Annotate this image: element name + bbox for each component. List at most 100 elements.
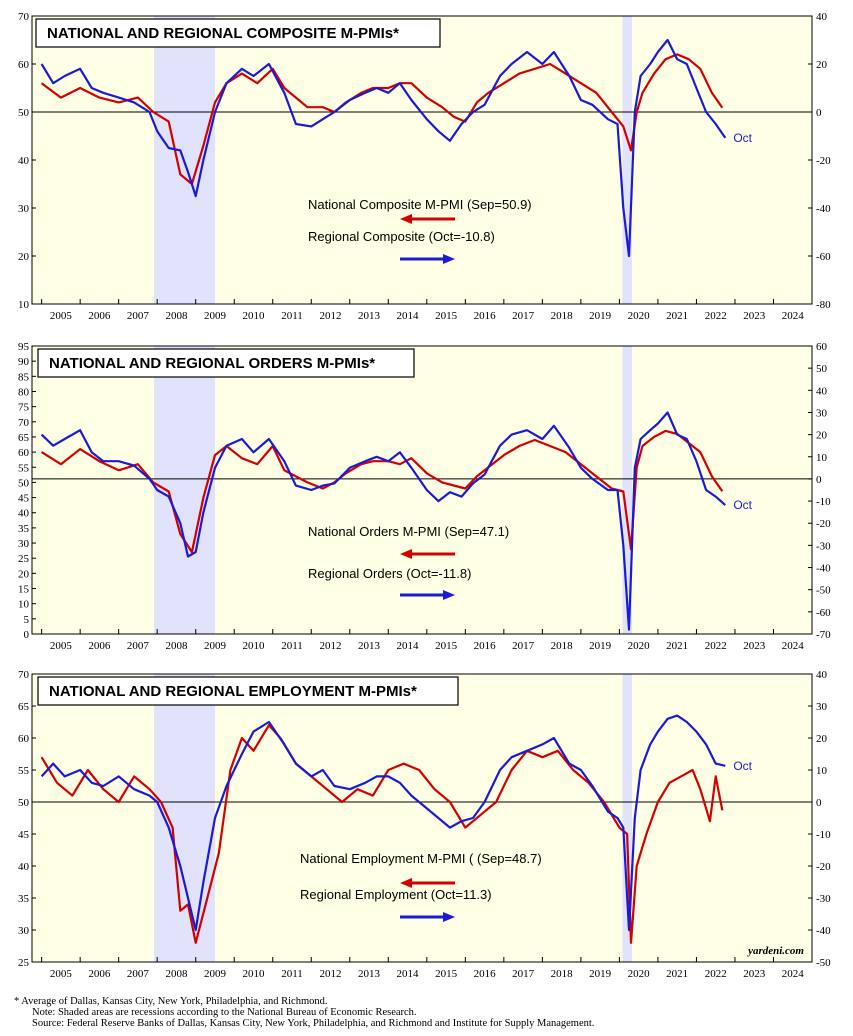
year-label-2016: 2016 bbox=[474, 640, 497, 652]
year-label-2017: 2017 bbox=[512, 310, 535, 322]
year-label-2017: 2017 bbox=[512, 640, 535, 652]
year-label-2012: 2012 bbox=[320, 968, 342, 980]
left-tick-label: 65 bbox=[18, 701, 30, 713]
right-tick-label: -30 bbox=[816, 893, 831, 905]
year-label-2005: 2005 bbox=[50, 640, 73, 652]
year-label-2008: 2008 bbox=[165, 310, 188, 322]
left-tick-label: 25 bbox=[18, 553, 30, 565]
chart-title: NATIONAL AND REGIONAL EMPLOYMENT M-PMIs* bbox=[49, 683, 417, 700]
year-label-2007: 2007 bbox=[127, 640, 150, 652]
plot-frame bbox=[31, 673, 813, 963]
right-tick-label: -50 bbox=[816, 585, 831, 597]
year-label-2009: 2009 bbox=[204, 640, 227, 652]
left-tick-label: 95 bbox=[18, 341, 30, 353]
end-label-oct: Oct bbox=[733, 131, 752, 145]
year-label-2011: 2011 bbox=[281, 310, 303, 322]
year-label-2024: 2024 bbox=[782, 640, 805, 652]
right-tick-label: 0 bbox=[816, 107, 822, 119]
year-label-2014: 2014 bbox=[397, 310, 420, 322]
chart-title: NATIONAL AND REGIONAL ORDERS M-PMIs* bbox=[49, 355, 375, 372]
right-tick-label: -70 bbox=[816, 629, 831, 641]
left-tick-label: 45 bbox=[18, 493, 30, 505]
year-label-2021: 2021 bbox=[666, 968, 688, 980]
legend-regional-label: Regional Orders (Oct=-11.8) bbox=[308, 566, 471, 581]
year-label-2023: 2023 bbox=[743, 968, 766, 980]
year-label-2023: 2023 bbox=[743, 310, 766, 322]
year-label-2019: 2019 bbox=[589, 640, 612, 652]
end-label-oct: Oct bbox=[733, 498, 752, 512]
year-label-2010: 2010 bbox=[242, 310, 265, 322]
right-tick-label: -30 bbox=[816, 540, 831, 552]
right-tick-label: -60 bbox=[816, 251, 831, 263]
left-tick-label: 55 bbox=[18, 462, 30, 474]
year-label-2022: 2022 bbox=[705, 640, 727, 652]
title-box bbox=[35, 18, 441, 48]
year-label-2019: 2019 bbox=[589, 310, 612, 322]
right-tick-label: 40 bbox=[816, 385, 828, 397]
year-label-2014: 2014 bbox=[397, 640, 420, 652]
year-label-2018: 2018 bbox=[551, 968, 574, 980]
recession-band-2 bbox=[622, 16, 633, 304]
plot-frame bbox=[31, 345, 813, 635]
right-tick-label: -50 bbox=[816, 957, 831, 969]
year-label-2005: 2005 bbox=[50, 310, 73, 322]
left-tick-label: 50 bbox=[18, 477, 30, 489]
year-label-2013: 2013 bbox=[358, 640, 381, 652]
year-label-2024: 2024 bbox=[782, 968, 805, 980]
left-tick-label: 10 bbox=[18, 599, 30, 611]
left-tick-label: 60 bbox=[18, 733, 30, 745]
year-label-2007: 2007 bbox=[127, 310, 150, 322]
left-tick-label: 75 bbox=[18, 402, 30, 414]
right-tick-label: 10 bbox=[816, 452, 828, 464]
year-label-2024: 2024 bbox=[782, 310, 805, 322]
chart-panel-1: 10 20 30 40 50 60 70 -80 -60 -40 -20 0 20 40 2005 2006 2… bbox=[18, 11, 831, 322]
plot-area bbox=[32, 16, 812, 304]
year-label-2006: 2006 bbox=[88, 310, 111, 322]
year-label-2010: 2010 bbox=[242, 640, 265, 652]
right-tick-label: 30 bbox=[816, 701, 828, 713]
right-tick-label: 20 bbox=[816, 733, 828, 745]
end-label-oct: Oct bbox=[733, 759, 752, 773]
recession-band-2 bbox=[622, 346, 633, 634]
left-tick-label: 15 bbox=[18, 584, 30, 596]
footnote-3: Source: Federal Reserve Banks of Dallas,… bbox=[32, 1018, 595, 1029]
regional-series-line bbox=[40, 714, 726, 932]
left-tick-label: 30 bbox=[18, 925, 30, 937]
left-tick-label: 70 bbox=[18, 669, 30, 681]
legend-regional-label: Regional Composite (Oct=-10.8) bbox=[308, 229, 495, 244]
year-label-2011: 2011 bbox=[281, 968, 303, 980]
right-tick-label: -40 bbox=[816, 203, 831, 215]
year-label-2012: 2012 bbox=[320, 640, 342, 652]
right-tick-label: 30 bbox=[816, 407, 828, 419]
left-tick-label: 40 bbox=[18, 155, 30, 167]
legend-regional-arrowhead bbox=[443, 912, 455, 922]
left-tick-label: 25 bbox=[18, 957, 30, 969]
legend-regional-arrowhead bbox=[443, 254, 455, 264]
right-tick-label: 40 bbox=[816, 669, 828, 681]
right-tick-label: -80 bbox=[816, 299, 831, 311]
left-tick-label: 60 bbox=[18, 59, 30, 71]
left-tick-label: 5 bbox=[24, 614, 30, 626]
left-tick-label: 55 bbox=[18, 765, 30, 777]
year-label-2009: 2009 bbox=[204, 968, 227, 980]
year-label-2009: 2009 bbox=[204, 310, 227, 322]
legend-national-arrowhead bbox=[400, 214, 412, 224]
left-tick-label: 35 bbox=[18, 893, 30, 905]
left-tick-label: 80 bbox=[18, 386, 30, 398]
year-label-2018: 2018 bbox=[551, 310, 574, 322]
right-tick-label: -20 bbox=[816, 861, 831, 873]
left-tick-label: 70 bbox=[18, 11, 30, 23]
legend-national-arrowhead bbox=[400, 549, 412, 559]
left-tick-label: 30 bbox=[18, 203, 30, 215]
year-label-2013: 2013 bbox=[358, 310, 381, 322]
year-label-2021: 2021 bbox=[666, 640, 688, 652]
left-tick-label: 40 bbox=[18, 861, 30, 873]
right-tick-label: 60 bbox=[816, 341, 828, 353]
credit-label: yardeni.com bbox=[746, 945, 804, 957]
year-label-2016: 2016 bbox=[474, 310, 497, 322]
right-tick-label: -60 bbox=[816, 607, 831, 619]
legend-regional-label: Regional Employment (Oct=11.3) bbox=[300, 887, 492, 902]
left-tick-label: 40 bbox=[18, 508, 30, 520]
chart-panel-3: 25 30 35 40 45 50 55 60 65 70 -50 -40 -30 -20 -10 0 10 20… bbox=[18, 669, 831, 980]
